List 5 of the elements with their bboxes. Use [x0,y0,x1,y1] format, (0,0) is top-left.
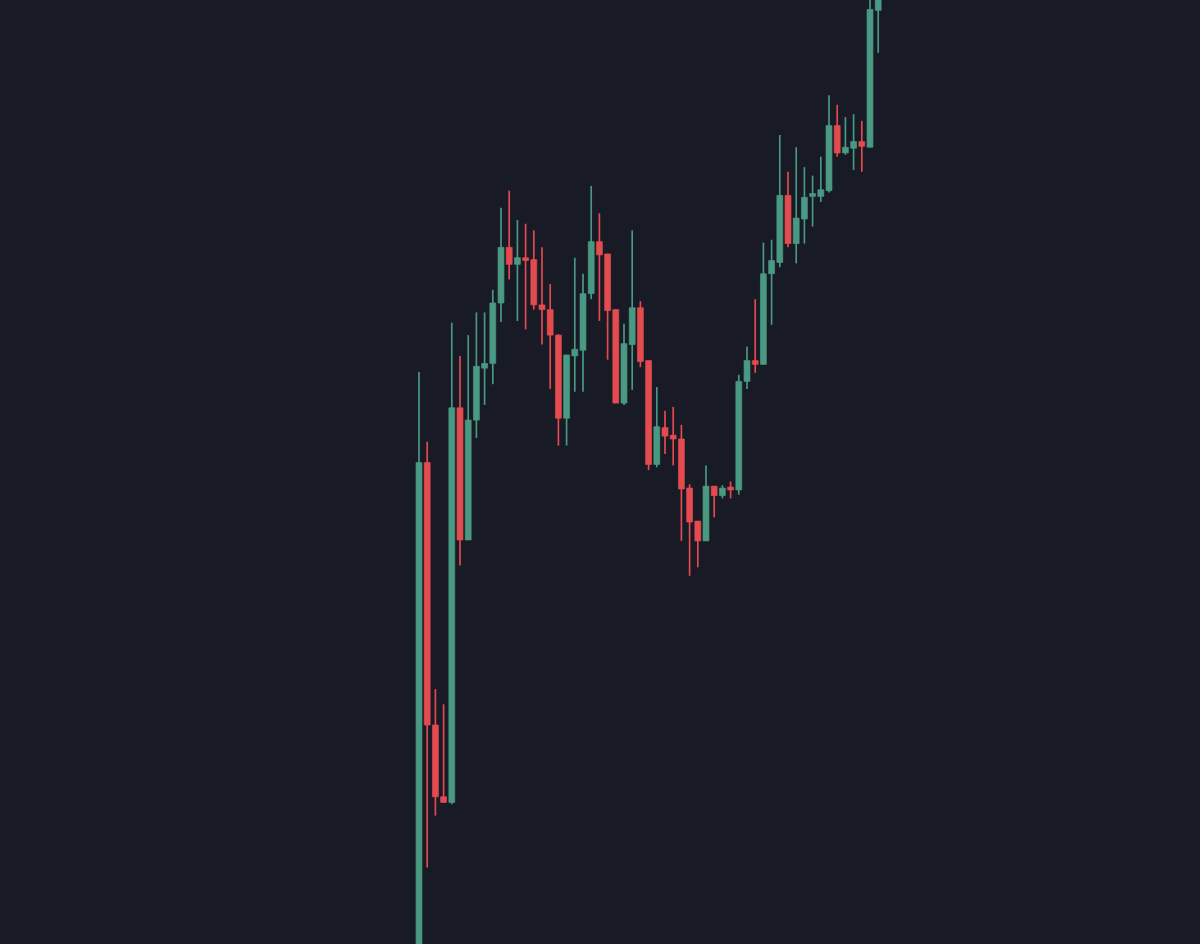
candlestick [514,219,521,322]
candlestick [710,485,718,519]
candlestick [751,298,759,374]
candlestick [505,189,513,281]
candlestick [858,119,866,173]
